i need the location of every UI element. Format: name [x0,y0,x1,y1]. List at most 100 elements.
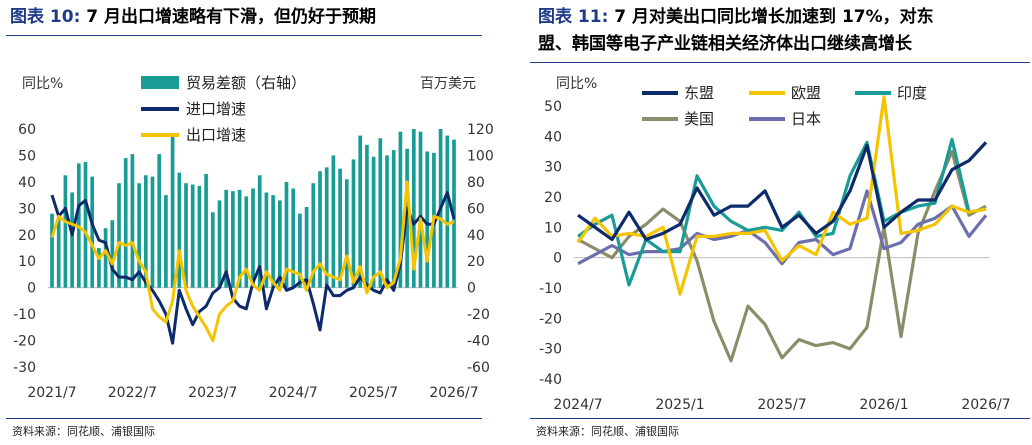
bar-balance-40 [318,171,322,288]
y-tick-right-9: 120 [467,122,494,138]
bar-balance-41 [324,167,329,288]
x-tick-left-1: 2022/7 [108,385,157,401]
y-tick-left-7: 40 [18,175,36,191]
bar-balance-20 [184,183,188,288]
bar-balance-33 [271,195,275,288]
x-tick-left-3: 2024/7 [269,385,318,401]
chart-left-svg: -30 -20 -10 0 10 20 30 40 50 60 -60 -40 -20 0 20 40 60 80… [13,74,494,401]
bar-balance-0 [50,213,54,288]
bar-balance-24 [210,212,215,288]
legend-label-eu: 欧盟 [791,84,821,102]
bar-balance-12 [130,154,135,288]
y-tick-left-9: 60 [18,122,36,138]
bar-balance-14 [143,175,148,288]
title-rule-left [6,35,482,36]
bar-balance-17 [164,195,168,288]
series-line-asean [577,141,988,242]
y-tick-right-chart-7: 30 [544,160,562,176]
bar-balance-35 [284,181,289,288]
bar-balance-45 [351,159,356,288]
legend-label-balance: 贸易差额（右轴） [186,74,306,92]
bar-balance-21 [190,184,195,288]
y-tick-right-chart-6: 20 [544,190,562,206]
bar-balance-15 [150,176,155,288]
bar-balance-42 [331,155,336,288]
bar-balance-44 [344,179,349,288]
y-tick-right-chart-1: -30 [539,342,562,358]
y-tick-left-8: 50 [18,148,36,164]
chart-panel-left: 图表 10: 7 月出口增速略有下滑，但仍好于预期 -30 -20 -10 0 10 20… [6,7,494,438]
bar-balance-2 [63,175,68,288]
y-tick-right-8: 100 [467,148,494,164]
unit-label-right-chart: 同比% [556,76,597,92]
x-tick-left-2: 2023/7 [188,385,237,401]
legend-label-japan: 日本 [791,110,821,128]
y-tick-right-chart-9: 50 [544,99,562,115]
bar-balance-11 [123,158,128,288]
bar-balance-16 [157,154,162,288]
y-tick-right-chart-2: -20 [539,311,562,327]
bar-balance-52 [398,131,403,288]
y-tick-right-0: -60 [467,360,490,376]
y-tick-right-chart-3: -10 [539,281,562,297]
source-note-right: 资料来源：同花顺、浦银国际 [536,425,679,438]
bar-balance-5 [83,162,88,288]
y-tick-right-chart-8: 40 [544,129,562,145]
title-text-left: 7 月出口增速略有下滑，但仍好于预期 [86,7,377,27]
bar-balance-34 [277,200,282,288]
footer-rule-left [6,418,482,419]
bar-balance-1 [56,217,61,288]
legend-label-india: 印度 [897,84,927,102]
bar-balance-26 [224,189,229,288]
bar-balance-6 [90,176,95,288]
y-tick-right-6: 60 [467,201,485,217]
y-tick-right-chart-5: 10 [544,220,562,236]
x-tick-left-4: 2025/7 [349,385,398,401]
title-line1-right: 7 月对美出口同比增长加速到 17%，对东 [614,7,934,27]
series-line-eu [576,95,987,296]
title-line2-right: 盟、韩国等电子产业链相关经济体出口继续高增长 [538,34,912,54]
x-tick-right-3: 2026/1 [859,397,908,413]
chart-right-svg: -40 -30 -20 -10 0 10 20 30 40 50 2024/7 2025/1 2025/… [539,76,1011,413]
bar-balance-25 [217,200,222,288]
bar-balance-51 [391,150,396,288]
legend-label-export: 出口增速 [186,126,246,144]
bar-balance-50 [385,155,389,288]
y-tick-right-2: -20 [467,307,490,323]
bar-balance-47 [365,144,369,288]
bar-balance-43 [338,168,342,288]
series-line-export [50,180,455,343]
y-tick-right-3: 0 [467,281,476,297]
bar-balance-56 [425,151,430,288]
bar-balance-48 [371,156,376,288]
x-tick-right-0: 2024/7 [553,397,602,413]
y-tick-right-chart-0: -40 [539,372,562,388]
y-tick-right-5: 40 [467,228,485,244]
y-tick-left-3: 0 [27,281,36,297]
bar-balance-23 [204,173,208,288]
legend-label-import: 进口增速 [186,100,246,118]
bar-balance-59 [445,135,450,288]
x-tick-left-5: 2026/7 [429,385,478,401]
bar-balance-54 [411,129,416,288]
bar-balance-28 [237,189,242,288]
series-line-us [577,149,987,363]
y-tick-right-chart-4: 0 [553,251,562,267]
x-tick-right-4: 2026/7 [961,397,1010,413]
bar-balance-27 [231,191,235,288]
bar-balance-3 [70,192,74,288]
unit-label-right: 百万美元 [420,76,476,92]
x-tick-right-2: 2025/7 [757,397,806,413]
y-tick-left-4: 10 [18,254,36,270]
y-tick-left-2: -10 [13,307,36,323]
legend-label-us: 美国 [684,110,714,128]
title-rule-right [530,62,1030,63]
bar-balance-31 [257,175,262,288]
unit-label-left: 同比% [22,76,63,92]
figure-number-left: 图表 10: [10,7,81,27]
bar-balance-29 [244,196,249,288]
y-tick-left-5: 20 [18,228,36,244]
bar-balance-46 [358,135,363,288]
bar-balance-36 [291,188,296,288]
y-tick-right-7: 80 [467,175,485,191]
